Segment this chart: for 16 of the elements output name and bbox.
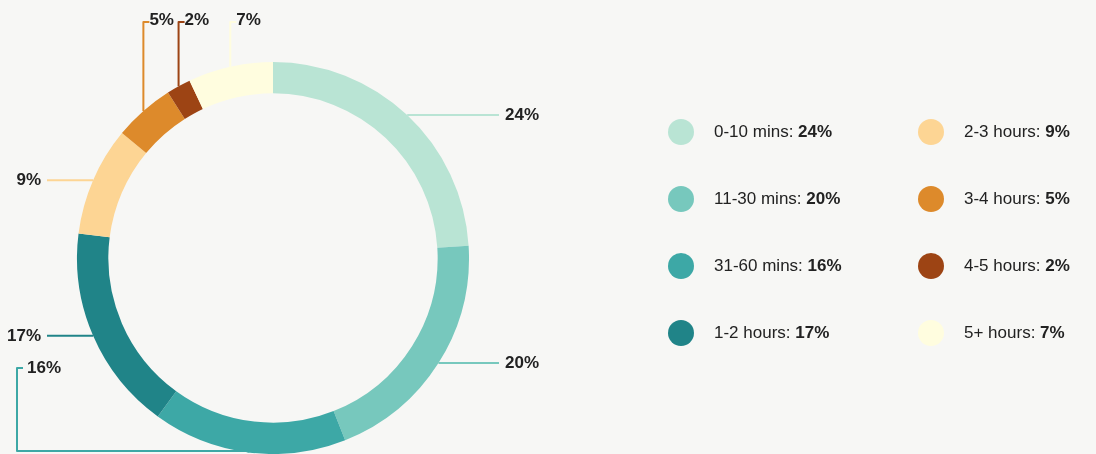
data-label: 5% [149,9,174,29]
data-label: 2% [184,9,210,29]
legend-label: 0-10 mins: 24% [714,122,833,142]
legend-label: 11-30 mins: 20% [714,189,841,209]
legend-label: 31-60 mins: 16% [714,256,842,276]
data-label: 16% [27,357,62,377]
data-label: 7% [236,9,261,29]
legend-label: 1-2 hours: 17% [714,323,830,343]
legend-label: 3-4 hours: 5% [964,189,1070,209]
data-label: 20% [505,352,540,372]
data-label: 17% [6,325,41,345]
legend-label: 4-5 hours: 2% [964,256,1070,276]
legend-label: 2-3 hours: 9% [964,122,1070,142]
legend-label: 5+ hours: 7% [964,323,1065,343]
data-label: 9% [16,169,41,189]
data-label: 24% [505,104,540,124]
